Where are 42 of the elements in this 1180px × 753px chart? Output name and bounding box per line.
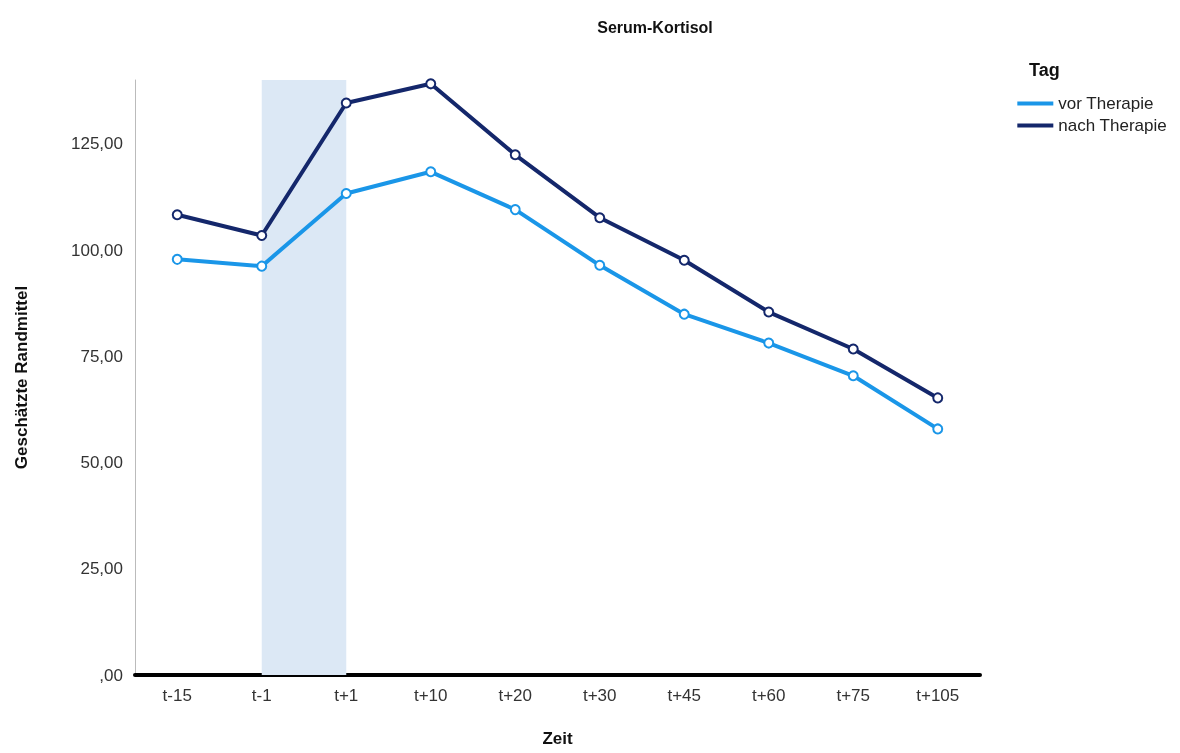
y-tick-label: 75,00 <box>80 346 123 366</box>
x-tick-label: t+105 <box>916 686 960 705</box>
legend-title: Tag <box>1029 60 1060 80</box>
point <box>847 370 859 382</box>
point <box>340 97 352 109</box>
x-tick-label: t+60 <box>751 686 786 705</box>
point <box>340 187 352 199</box>
point <box>509 204 521 216</box>
point <box>763 306 775 318</box>
x-tick-label: t+75 <box>836 686 871 705</box>
point <box>763 337 775 349</box>
point <box>678 308 690 320</box>
y-axis-title: Geschätzte Randmittel <box>12 285 31 470</box>
y-tick-label: 100,00 <box>71 240 123 260</box>
legend-label: nach Therapie <box>1058 116 1167 135</box>
x-tick-label: t+45 <box>667 686 702 705</box>
chart-title: Serum-Kortisol <box>597 18 713 36</box>
point <box>171 253 183 265</box>
point <box>425 78 437 90</box>
y-tick-label: 125,00 <box>71 134 123 154</box>
x-tick-label: t+1 <box>334 686 359 705</box>
x-tick-label: t-1 <box>251 686 272 705</box>
point <box>594 212 606 224</box>
y-tick-label: 50,00 <box>80 453 123 472</box>
legend-label: vor Therapie <box>1058 94 1154 113</box>
x-axis-title: Zeit <box>542 729 573 748</box>
point <box>256 230 268 242</box>
point <box>425 166 437 178</box>
point <box>171 209 183 221</box>
point <box>678 254 690 266</box>
point <box>932 392 944 404</box>
x-tick-label: t+20 <box>498 686 533 705</box>
x-tick-label: t+10 <box>413 686 448 705</box>
x-tick-label: t+30 <box>582 686 617 705</box>
point <box>847 343 859 355</box>
point <box>594 259 606 271</box>
y-tick-label: ,00 <box>99 665 123 685</box>
point <box>932 423 944 435</box>
point <box>509 149 521 161</box>
point <box>256 260 268 272</box>
y-tick-label: 25,00 <box>80 559 123 579</box>
x-tick-label: t-15 <box>162 686 192 705</box>
